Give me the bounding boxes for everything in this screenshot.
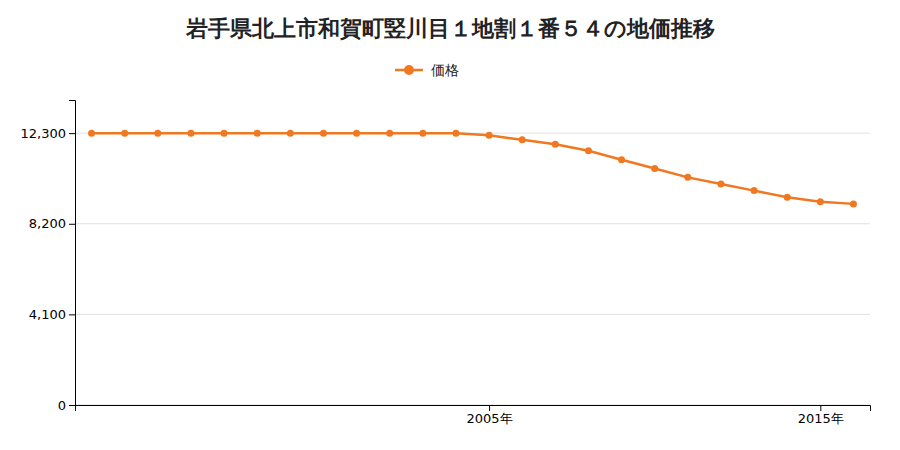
tick: 12,300 bbox=[21, 126, 76, 141]
tick-label: 4,100 bbox=[29, 307, 66, 322]
axis-line bbox=[76, 406, 871, 412]
point bbox=[386, 130, 393, 137]
plot-area: 2005年 2015年 0 4,100 8,200 12,300 bbox=[21, 101, 871, 427]
tick-label: 12,300 bbox=[21, 126, 67, 141]
point bbox=[419, 130, 426, 137]
axis-line bbox=[69, 101, 76, 406]
tick: 4,100 bbox=[29, 307, 75, 322]
point bbox=[751, 187, 758, 194]
tick-mark bbox=[489, 405, 490, 411]
point bbox=[817, 198, 824, 205]
point bbox=[651, 165, 658, 172]
point bbox=[88, 130, 95, 137]
chart: 岩手県北上市和賀町竪川目１地割１番５４の地価推移 2005年 2015年 0 4,100… bbox=[0, 0, 900, 450]
point bbox=[717, 180, 724, 187]
point bbox=[784, 194, 791, 201]
tick: 2005年 bbox=[467, 405, 513, 426]
tick-mark bbox=[820, 405, 821, 411]
point bbox=[585, 147, 592, 154]
point bbox=[452, 130, 459, 137]
tick-label: 0 bbox=[58, 398, 66, 413]
point bbox=[121, 130, 128, 137]
point bbox=[552, 141, 559, 148]
tick-mark bbox=[69, 133, 75, 134]
point bbox=[287, 130, 294, 137]
point bbox=[850, 200, 857, 207]
point bbox=[353, 130, 360, 137]
legend-label: 価格 bbox=[431, 62, 459, 78]
legend-marker bbox=[404, 65, 414, 75]
legend: 価格 bbox=[395, 62, 459, 78]
point bbox=[618, 156, 625, 163]
grid-line bbox=[75, 223, 870, 224]
tick-label: 8,200 bbox=[29, 216, 66, 231]
tick-label: 2015年 bbox=[798, 411, 844, 426]
y-axis: 0 4,100 8,200 12,300 bbox=[21, 101, 76, 413]
point bbox=[320, 130, 327, 137]
tick: 8,200 bbox=[29, 216, 75, 231]
point bbox=[486, 132, 493, 139]
tick: 2015年 bbox=[798, 405, 844, 426]
title: 岩手県北上市和賀町竪川目１地割１番５４の地価推移 bbox=[185, 16, 715, 41]
point bbox=[684, 174, 691, 181]
grid bbox=[75, 133, 870, 405]
point bbox=[254, 130, 261, 137]
tick: 0 bbox=[58, 398, 75, 413]
series-group bbox=[88, 130, 857, 208]
grid-line bbox=[75, 314, 870, 315]
point bbox=[187, 130, 194, 137]
point bbox=[154, 130, 161, 137]
tick-label: 2005年 bbox=[467, 411, 513, 426]
tick-mark bbox=[69, 314, 75, 315]
tick-mark bbox=[69, 224, 75, 225]
point bbox=[519, 136, 526, 143]
tick-mark bbox=[69, 405, 75, 406]
line bbox=[92, 133, 854, 204]
point bbox=[221, 130, 228, 137]
legend-item: 価格 bbox=[395, 62, 459, 78]
x-axis: 2005年 2015年 bbox=[76, 405, 871, 426]
